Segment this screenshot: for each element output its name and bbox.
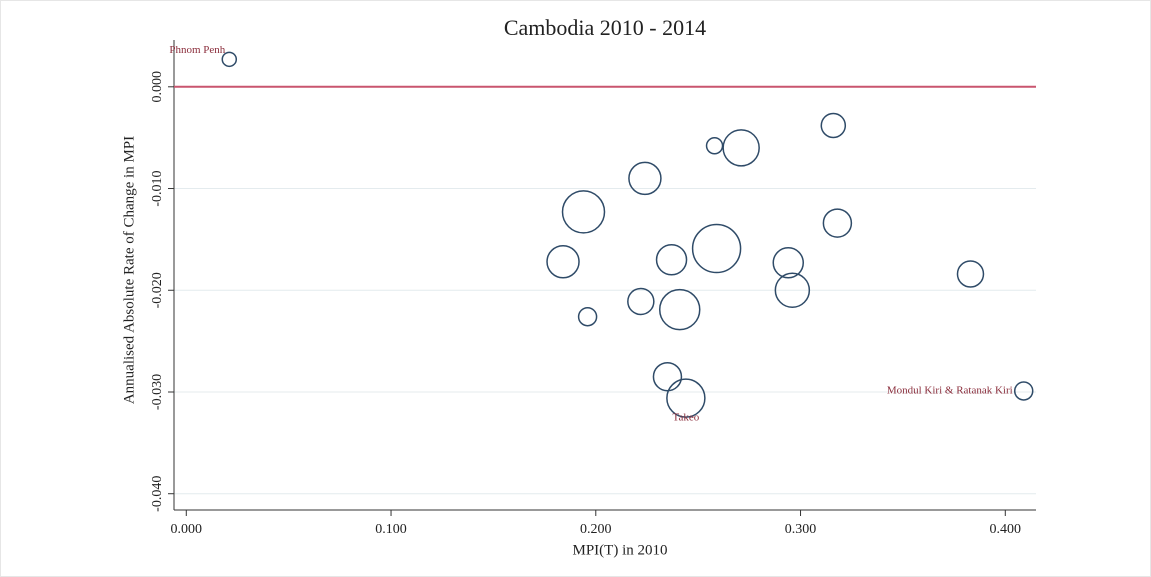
bubble <box>691 223 742 274</box>
point-label: Mondul Kiri & Ratanak Kiri <box>887 385 1013 397</box>
bubble <box>658 288 701 331</box>
y-tick-label: -0.010 <box>150 170 165 206</box>
bubble <box>666 378 706 418</box>
point-label: Takeo <box>673 412 700 424</box>
y-tick-label: 0.000 <box>150 71 165 103</box>
bubble <box>546 245 580 279</box>
bubble <box>1013 381 1034 401</box>
x-tick-label: 0.100 <box>375 522 407 537</box>
bubble <box>628 161 662 196</box>
bubble <box>722 129 760 167</box>
bubble <box>774 272 811 309</box>
x-tick-label: 0.200 <box>580 522 612 537</box>
bubble <box>561 190 606 234</box>
bubble <box>822 208 853 238</box>
y-axis-title: Annualised Absolute Rate of Change in MP… <box>121 136 137 404</box>
x-tick-label: 0.300 <box>785 522 817 537</box>
bubble <box>652 361 683 392</box>
bubble <box>627 287 655 316</box>
x-axis-title: MPI(T) in 2010 <box>573 542 668 558</box>
y-tick-label: -0.040 <box>150 476 165 512</box>
x-tick-label: 0.000 <box>171 522 203 537</box>
bubble <box>820 112 847 139</box>
bubble <box>772 247 805 279</box>
y-tick-label: -0.020 <box>150 272 165 308</box>
bubble <box>956 260 985 288</box>
y-tick-label: -0.030 <box>150 374 165 410</box>
bubble <box>577 306 598 327</box>
bubble <box>655 243 688 276</box>
chart-title: Cambodia 2010 - 2014 <box>504 15 706 40</box>
point-label: Phnom Penh <box>169 44 225 56</box>
bubble <box>221 51 238 68</box>
x-tick-label: 0.400 <box>990 522 1022 537</box>
